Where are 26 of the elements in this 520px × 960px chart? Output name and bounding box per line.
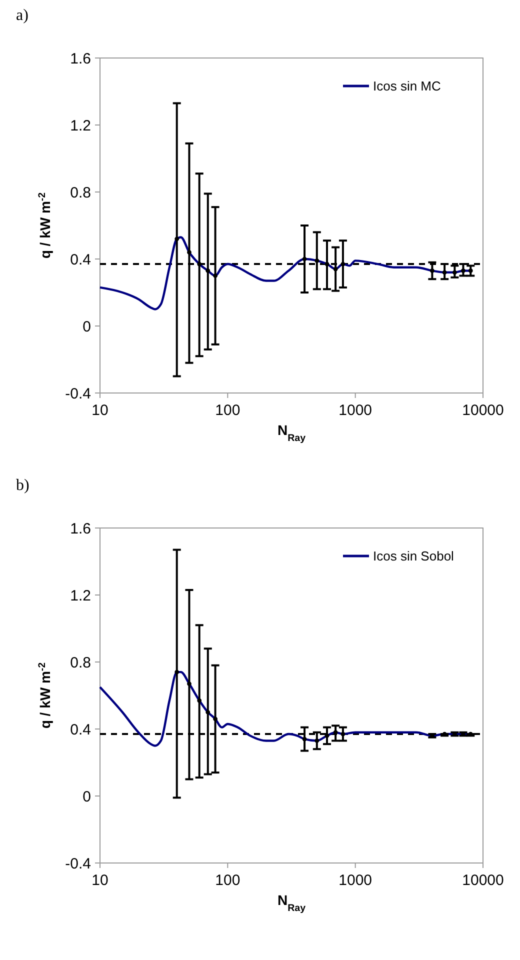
x-tick-label: 10 bbox=[92, 872, 108, 889]
y-tick-label: 0.4 bbox=[70, 721, 91, 738]
x-tick-label: 10000 bbox=[462, 872, 504, 889]
y-tick-label: 0 bbox=[82, 318, 91, 336]
y-tick-label: 1.2 bbox=[70, 587, 91, 604]
y-tick-label: 0.4 bbox=[70, 251, 91, 268]
chart-title: a) bbox=[16, 7, 28, 24]
y-tick-label: 1.6 bbox=[70, 520, 91, 538]
x-tick-label: 1000 bbox=[338, 402, 372, 419]
y-tick-label: 1.6 bbox=[70, 50, 91, 68]
y-tick-label: 0.8 bbox=[70, 184, 91, 202]
x-tick-label: 1000 bbox=[338, 872, 372, 889]
x-axis-title: N$_{Ray}$ bbox=[277, 422, 306, 444]
x-tick-label: 100 bbox=[215, 402, 240, 419]
legend-label: Icos sin Sobol bbox=[373, 548, 454, 564]
legend-label: Icos sin MC bbox=[373, 78, 441, 94]
x-axis-title: N$_{Ray}$ bbox=[277, 892, 306, 914]
chart-title: b) bbox=[16, 477, 30, 494]
y-tick-label: -0.4 bbox=[65, 855, 91, 872]
y-tick-label: 1.2 bbox=[70, 117, 91, 134]
y-tick-label: -0.4 bbox=[65, 385, 91, 402]
x-tick-label: 10 bbox=[92, 402, 108, 419]
x-tick-label: 10000 bbox=[462, 402, 504, 419]
x-tick-label: 100 bbox=[215, 872, 240, 889]
y-tick-label: 0 bbox=[82, 788, 91, 806]
y-tick-label: 0.8 bbox=[70, 654, 91, 672]
